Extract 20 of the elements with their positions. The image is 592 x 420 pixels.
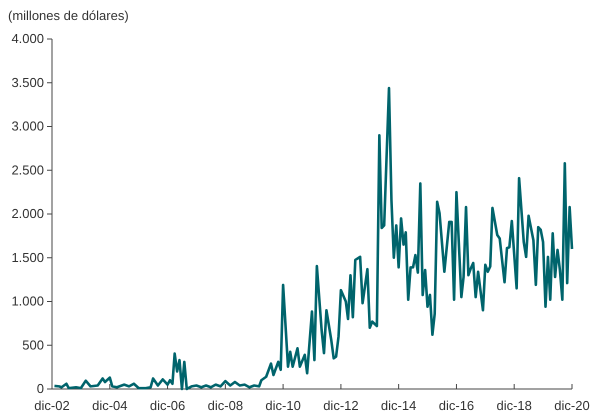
x-tick-label: dic-12 — [323, 398, 359, 414]
x-tick-label: dic-18 — [496, 398, 532, 414]
y-tick-label: 1.000 — [11, 294, 44, 309]
y-tick-label: 2.500 — [11, 162, 44, 178]
x-tick-label: dic-10 — [265, 398, 301, 414]
y-tick-label: 4.000 — [11, 31, 44, 46]
x-tick-label: dic-04 — [92, 398, 128, 414]
x-tick-label: dic-02 — [34, 398, 70, 414]
y-tick-label: 3.500 — [11, 74, 44, 90]
y-tick-label: 3.000 — [11, 118, 44, 134]
y-tick-label: 1.500 — [11, 250, 44, 265]
x-tick-label: dic-08 — [208, 398, 244, 414]
y-tick-label: 500 — [22, 337, 44, 352]
x-tick-label: dic-14 — [380, 398, 416, 414]
x-tick-label: dic-06 — [150, 398, 186, 414]
y-tick-label: 2.000 — [11, 206, 44, 222]
x-tick-label: dic-16 — [438, 398, 474, 414]
y-tick-label: 0 — [36, 381, 44, 396]
y-axis-title: (millones de dólares) — [8, 8, 129, 23]
x-tick-label: dic-20 — [554, 398, 590, 414]
